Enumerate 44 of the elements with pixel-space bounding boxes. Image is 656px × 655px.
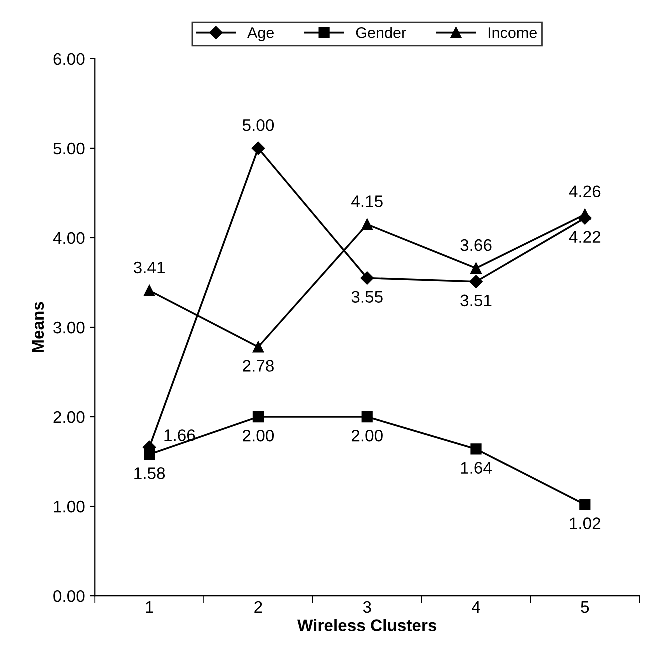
- point: [470, 262, 482, 274]
- data-label: 2.00: [243, 430, 274, 442]
- data-label: 2.78: [243, 360, 274, 372]
- point: [470, 275, 483, 288]
- point: [252, 142, 266, 156]
- data-label: 4.15: [352, 196, 383, 208]
- point: [360, 272, 374, 285]
- x-tick-label: 2: [254, 601, 262, 613]
- data-label: 4.26: [569, 186, 601, 198]
- point: [580, 499, 591, 510]
- y-axis-title: Means: [32, 302, 44, 352]
- point: [252, 411, 264, 423]
- legend-label: Income: [488, 28, 537, 38]
- data-label: 1.58: [134, 468, 166, 480]
- data-label: 4.22: [569, 231, 601, 243]
- point: [144, 285, 156, 296]
- data-label: 2.00: [352, 430, 383, 442]
- y-tick-label: 5.00: [54, 142, 85, 155]
- y-tick-label: 2.00: [54, 411, 85, 424]
- data-label: 5.00: [242, 119, 274, 132]
- legend-label: Gender: [356, 27, 406, 38]
- point: [362, 219, 373, 230]
- y-tick-label: 3.00: [54, 322, 85, 334]
- y-tick-label: 4.00: [53, 232, 85, 244]
- y-tick-label: 6.00: [54, 53, 85, 66]
- x-tick-label: 5: [581, 602, 590, 614]
- point: [580, 209, 591, 220]
- data-label: 1.64: [461, 462, 492, 474]
- point: [252, 342, 264, 353]
- data-label: 1.02: [570, 518, 601, 530]
- x-axis-title: Wireless Clusters: [298, 619, 437, 632]
- data-label: 3.41: [134, 262, 165, 274]
- x-tick-label: 1: [146, 602, 154, 613]
- point: [144, 449, 156, 460]
- y-tick-label: 0.00: [54, 590, 85, 602]
- data-label: 3.66: [460, 239, 492, 252]
- point: [362, 411, 373, 423]
- y-tick-label: 1.00: [54, 500, 85, 513]
- data-label: 3.55: [352, 291, 383, 304]
- data-label: 3.51: [460, 294, 492, 307]
- point: [470, 444, 482, 455]
- x-tick-label: 4: [472, 602, 480, 613]
- x-tick-label: 3: [363, 601, 372, 614]
- legend-label: Age: [248, 28, 274, 42]
